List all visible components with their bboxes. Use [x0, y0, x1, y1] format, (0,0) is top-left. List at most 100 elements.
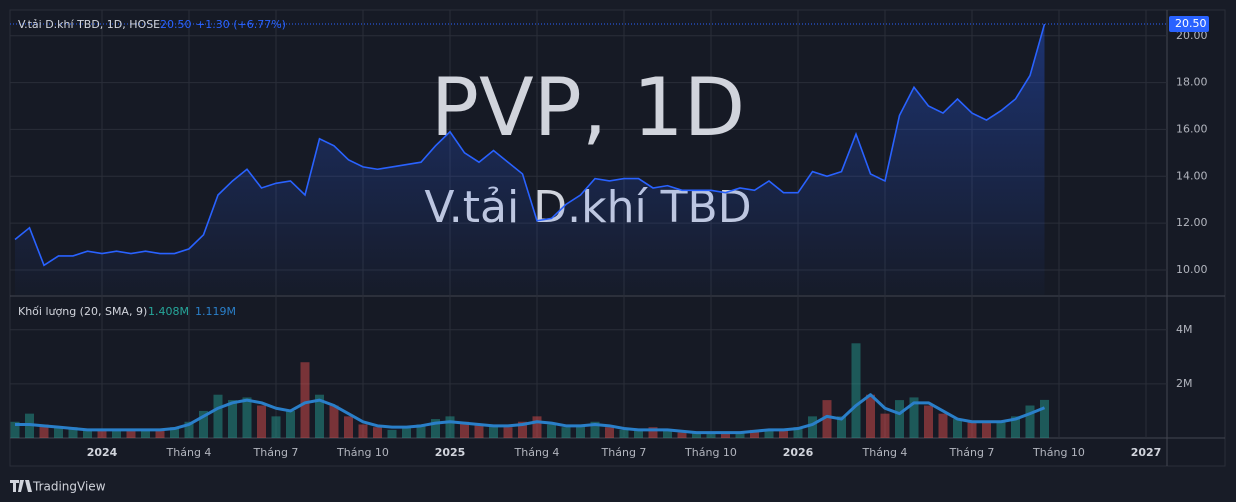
volume-bar: [431, 419, 440, 438]
volume-bar: [170, 427, 179, 438]
volume-bar: [793, 427, 803, 438]
volume-bar: [648, 427, 658, 438]
volume-bar: [953, 419, 962, 438]
volume-tick-label: 2M: [1176, 377, 1193, 390]
volume-bar: [489, 424, 498, 438]
volume-bar: [10, 421, 20, 438]
volume-bar: [750, 429, 759, 438]
volume-bar: [619, 429, 629, 438]
volume-bar: [851, 343, 861, 438]
legend-change: +1.30 (+6.77%): [196, 18, 286, 31]
volume-bar: [503, 427, 513, 438]
volume-bar: [924, 405, 933, 438]
volume-bar: [735, 432, 745, 438]
y-tick-label: 14.00: [1176, 169, 1208, 182]
brand-name: TradingView: [32, 480, 106, 494]
volume-bar: [663, 429, 672, 438]
volume-bar: [315, 394, 324, 438]
x-tick-label: Tháng 10: [684, 446, 737, 459]
price-line: [14, 23, 1046, 267]
volume-bar: [344, 416, 353, 438]
volume-bar: [866, 394, 875, 438]
volume-bar: [112, 429, 121, 438]
volume-bar: [83, 429, 92, 438]
volume-bar: [1011, 416, 1020, 438]
volume-bar: [532, 416, 542, 438]
volume-bar: [880, 413, 890, 438]
x-tick-label: Tháng 4: [514, 446, 560, 459]
volume-bar: [605, 427, 614, 438]
x-tick-label: Tháng 10: [1032, 446, 1085, 459]
marks: [10, 23, 1167, 438]
volume-bar: [213, 394, 223, 438]
volume-bar: [764, 429, 774, 438]
volume-bar: [358, 424, 368, 438]
volume-bar: [590, 421, 600, 438]
volume-bar: [126, 429, 136, 438]
volume-bar: [938, 413, 948, 438]
x-tick-label: 2024: [87, 446, 118, 459]
x-tick-label: Tháng 10: [336, 446, 389, 459]
legend-symbol: V.tải D.khí TBD, 1D, HOSE: [18, 18, 160, 31]
last-price-badge: [1169, 16, 1209, 33]
volume-bar: [837, 416, 846, 438]
y-tick-label: 10.00: [1176, 263, 1208, 276]
volume-bar: [68, 427, 78, 438]
volume-bar: [518, 421, 527, 438]
volume-bar: [300, 362, 310, 438]
volume-bar: [692, 432, 701, 438]
x-tick-label: Tháng 7: [601, 446, 647, 459]
volume-bar: [329, 405, 339, 438]
x-tick-label: 2026: [783, 446, 814, 459]
y-tick-label: 18.00: [1176, 76, 1208, 89]
volume-bar: [996, 421, 1006, 438]
volume-bar: [909, 397, 919, 438]
volume-bar: [460, 421, 469, 438]
volume-bar: [402, 427, 411, 438]
volume-bar: [1040, 399, 1049, 438]
volume-bar: [54, 427, 63, 438]
volume-bar: [228, 400, 237, 438]
sma-line: [15, 393, 1046, 435]
legend-price: 20.50: [160, 18, 192, 31]
volume-bar: [445, 416, 455, 438]
price-area: [15, 24, 1045, 296]
volume-bar: [721, 432, 730, 438]
brand-logo: [10, 480, 32, 492]
volume-bar: [634, 429, 643, 438]
x-tick-label: Tháng 4: [862, 446, 908, 459]
volume-bar: [706, 432, 716, 438]
y-tick-label: 12.00: [1176, 216, 1208, 229]
volume-bar: [561, 427, 571, 438]
volume-bar: [822, 400, 832, 438]
volume-bar: [1025, 405, 1035, 438]
volume-bar: [257, 405, 266, 438]
volume-bar: [895, 400, 904, 438]
volume-bar: [373, 427, 382, 438]
last-price-label: 20.50: [1175, 17, 1207, 30]
volume-bar: [982, 421, 991, 438]
volume-bar: [474, 424, 484, 438]
x-tick-label: Tháng 7: [253, 446, 299, 459]
volume-bar: [184, 421, 194, 438]
sma-value: 1.119M: [195, 305, 236, 318]
x-tick-label: 2027: [1131, 446, 1162, 459]
volume-bar: [155, 429, 165, 438]
volume-bar: [547, 424, 556, 438]
volume-bar: [416, 424, 426, 438]
volume-bar: [576, 424, 585, 438]
volume-bar: [271, 416, 281, 438]
volume-legend: Khối lượng (20, SMA, 9): [18, 305, 147, 318]
volume-bar: [779, 429, 788, 438]
volume-tick-label: 4M: [1176, 323, 1193, 336]
watermark-title: PVP, 1D: [431, 61, 746, 154]
volume-bar: [677, 432, 687, 438]
x-tick-label: 2025: [435, 446, 466, 459]
x-tick-label: Tháng 7: [949, 446, 995, 459]
volume-bar: [286, 410, 295, 438]
volume-bar: [97, 429, 107, 438]
volume-bar: [199, 410, 208, 438]
x-tick-label: Tháng 4: [166, 446, 212, 459]
